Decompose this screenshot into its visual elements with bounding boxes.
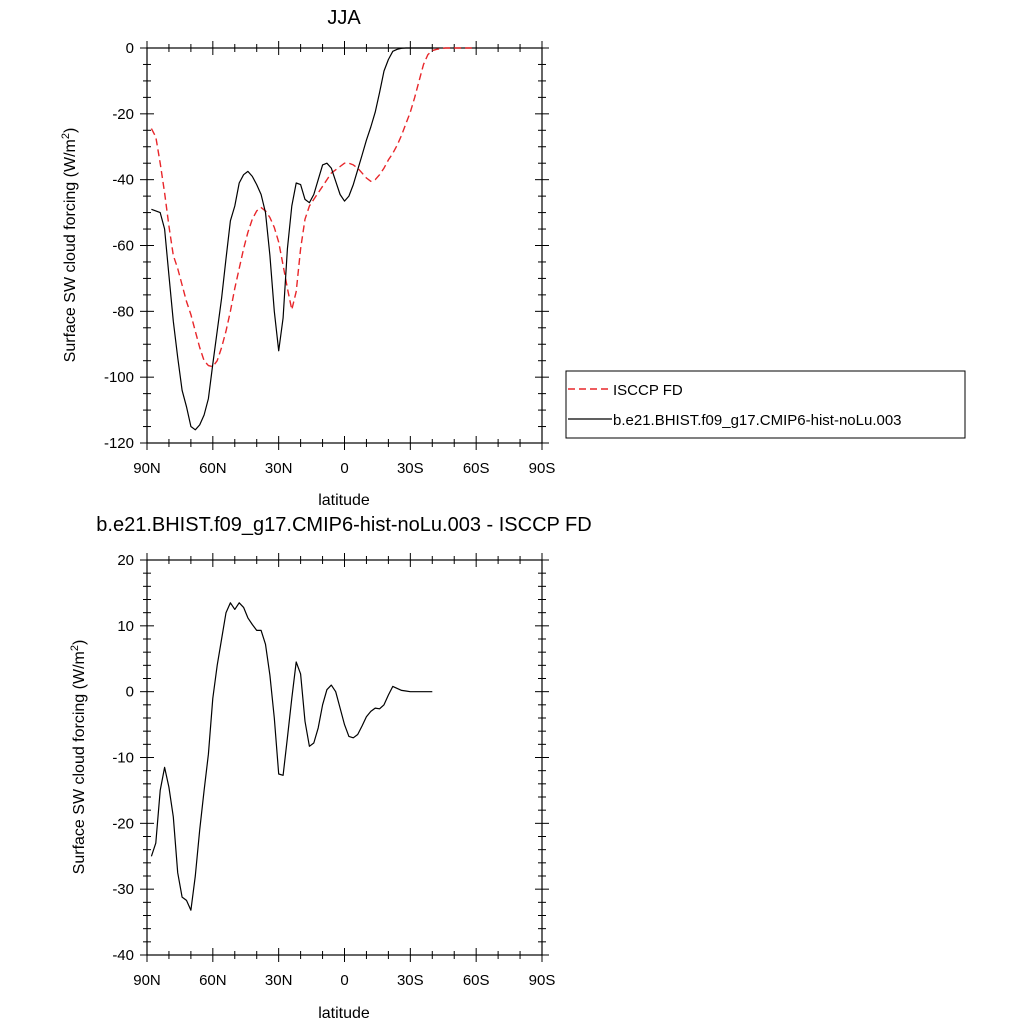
panel2-x-tick-label: 30N [265, 972, 293, 989]
panel1-ticks: 90N 60N 30N 0 30S 60S 90S 0 -20 -40 -60 -80 -100 -120 [104, 40, 555, 477]
panel1-y-tick-label: -100 [104, 369, 134, 386]
panel1-plot-frame [146, 47, 543, 444]
panel2-title: b.e21.BHIST.f09_g17.CMIP6-hist-noLu.003 … [96, 514, 591, 536]
panel1-series [150, 47, 472, 431]
panel2-y-tick-label: 0 [126, 684, 134, 701]
panel1-y-tick-label: -40 [112, 172, 134, 189]
panel1-y-tick-label: 0 [126, 40, 134, 57]
panel1-x-axis-label: latitude [318, 492, 370, 509]
panel2-y-tick-label: -20 [112, 815, 134, 832]
panel2-x-tick-label: 90N [133, 972, 161, 989]
panel2-y-tick-label: -40 [112, 947, 134, 964]
panel1-x-tick-label: 60S [463, 460, 490, 477]
panel1-series-line-0 [150, 47, 472, 368]
panel1-x-tick-label: 90N [133, 460, 161, 477]
panel2-x-tick-label: 60S [463, 972, 490, 989]
panel2-series [150, 602, 433, 911]
panel-jja-climatology: JJA 90N 60N 30N 0 30S 60S 90S 0 -20 -40 -60 -80 -100… [60, 7, 966, 509]
panel1-series-line-1 [151, 47, 433, 431]
panel1-y-axis-label: Surface SW cloud forcing (W/m2) [60, 128, 79, 363]
panel2-x-tick-label: 30S [397, 972, 424, 989]
panel2-y-axis-label: Surface SW cloud forcing (W/m2) [69, 640, 88, 875]
panel-difference: b.e21.BHIST.f09_g17.CMIP6-hist-noLu.003 … [69, 514, 592, 1022]
panel2-series-line-0 [150, 602, 433, 911]
panel2-y-tick-label: 20 [117, 552, 134, 569]
panel1-x-tick-label: 90S [529, 460, 556, 477]
panel1-x-tick-label: 0 [340, 460, 348, 477]
panel1-y-tick-label: -20 [112, 106, 134, 123]
panel2-x-tick-label: 60N [199, 972, 227, 989]
legend-box [565, 370, 966, 439]
panel1-x-tick-label: 30N [265, 460, 293, 477]
panel2-x-axis-label: latitude [318, 1005, 370, 1022]
panel1-title: JJA [327, 7, 361, 29]
panel2-y-tick-label: -30 [112, 881, 134, 898]
panel2-y-tick-label: -10 [112, 750, 134, 767]
panel2-ticks: 90N 60N 30N 0 30S 60S 90S 20 10 0 -10 -20 -30 -40 [112, 552, 555, 989]
legend-label-model: b.e21.BHIST.f09_g17.CMIP6-hist-noLu.003 [613, 412, 902, 429]
panel1-y-tick-label: -80 [112, 303, 134, 320]
panel2-x-tick-label: 0 [340, 972, 348, 989]
panel1-x-tick-label: 60N [199, 460, 227, 477]
panel1-y-tick-label: -60 [112, 238, 134, 255]
panel1-x-tick-label: 30S [397, 460, 424, 477]
panel1-y-tick-label: -120 [104, 435, 134, 452]
panel2-x-tick-label: 90S [529, 972, 556, 989]
legend: ISCCP FD b.e21.BHIST.f09_g17.CMIP6-hist-… [565, 370, 966, 439]
legend-label-isccp: ISCCP FD [613, 382, 683, 399]
panel2-plot-frame [146, 559, 543, 956]
panel2-y-tick-label: 10 [117, 618, 134, 635]
